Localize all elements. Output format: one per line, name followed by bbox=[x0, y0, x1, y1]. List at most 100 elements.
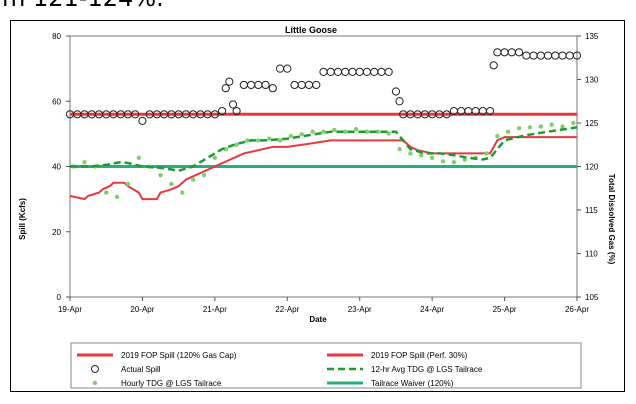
y-axis-label: Spill (Kcfs) bbox=[18, 198, 27, 240]
legend-swatch bbox=[92, 380, 98, 386]
series-hourly-tdg-point bbox=[429, 155, 435, 160]
series-hourly-tdg-point bbox=[386, 131, 391, 136]
series-actual-spill-point bbox=[391, 87, 401, 96]
series-hourly-tdg-point bbox=[180, 190, 185, 195]
series-hourly-tdg-point bbox=[82, 159, 87, 165]
x-tick-label: 26-Apr bbox=[565, 305, 589, 314]
series-actual-spill-point bbox=[333, 67, 343, 76]
series-hourly-tdg-point bbox=[375, 129, 381, 134]
series-hourly-tdg-point bbox=[419, 152, 424, 158]
x-tick-label: 20-Apr bbox=[130, 305, 154, 314]
y-tick-label: 40 bbox=[52, 163, 61, 172]
x-tick-label: 19-Apr bbox=[58, 305, 82, 314]
series-actual-spill-point bbox=[138, 116, 147, 125]
x-tick-label: 22-Apr bbox=[275, 305, 299, 314]
series-actual-spill-point bbox=[261, 80, 270, 90]
series-actual-spill-point bbox=[290, 80, 299, 90]
y2-axis-label: Total Dissolved Gas (%) bbox=[607, 174, 616, 265]
series-hourly-tdg-point bbox=[266, 136, 272, 141]
y2-tick-label: 115 bbox=[585, 206, 598, 215]
series-hourly-tdg-point bbox=[277, 138, 283, 143]
series-hourly-tdg-point bbox=[169, 181, 174, 187]
y-tick-label: 0 bbox=[57, 293, 62, 302]
series-actual-spill-point bbox=[529, 51, 538, 60]
series-hourly-tdg-point bbox=[364, 129, 370, 134]
chart-frame: Little Goose Spill (Kcfs) Total Dissolve… bbox=[10, 20, 625, 392]
series-hourly-tdg-point bbox=[571, 120, 576, 126]
series-actual-spill-point bbox=[218, 106, 227, 116]
series-hourly-tdg-point bbox=[505, 129, 511, 134]
series-actual-spill-point bbox=[304, 80, 314, 90]
x-tick-label: 24-Apr bbox=[420, 305, 444, 314]
x-tick-label: 21-Apr bbox=[203, 305, 227, 314]
series-actual-spill-point bbox=[543, 51, 553, 60]
series-actual-spill-point bbox=[489, 61, 498, 70]
series-hourly-tdg-point bbox=[495, 133, 500, 139]
series-actual-spill-point bbox=[254, 80, 263, 90]
series-actual-spill-point bbox=[297, 80, 306, 90]
x-axis-label: Date bbox=[309, 315, 327, 324]
series-actual-spill-point bbox=[370, 67, 379, 76]
series-hourly-tdg-point bbox=[310, 129, 315, 134]
series-hourly-tdg-point bbox=[256, 138, 261, 143]
x-tick-label: 23-Apr bbox=[348, 305, 372, 314]
series-hourly-tdg-point bbox=[158, 173, 163, 178]
series-actual-spill-point bbox=[536, 51, 545, 60]
series-actual-spill-point bbox=[355, 67, 364, 76]
series-hourly-tdg-point bbox=[245, 138, 250, 143]
y2-tick-label: 110 bbox=[585, 250, 598, 259]
series-actual-spill-point bbox=[246, 80, 256, 90]
series-hourly-tdg-point bbox=[234, 142, 239, 147]
series-actual-spill-point bbox=[239, 80, 248, 90]
legend-label: Hourly TDG @ LGS Tailrace bbox=[121, 379, 222, 388]
y2-tick-label: 120 bbox=[585, 163, 599, 172]
series-actual-spill-point bbox=[326, 67, 335, 76]
series-actual-spill-point bbox=[210, 110, 219, 119]
series-hourly-tdg-point bbox=[299, 132, 304, 137]
chart-title: Little Goose bbox=[285, 25, 337, 35]
caption-text: m 121-124%. bbox=[2, 0, 164, 12]
series-hourly-tdg-point bbox=[321, 129, 326, 134]
chart: Little Goose Spill (Kcfs) Total Dissolve… bbox=[18, 25, 616, 389]
series-fop-gas-cap-line bbox=[69, 136, 577, 201]
legend-label: 2019 FOP Spill (Perf. 30%) bbox=[371, 351, 468, 360]
series-actual-spill-point bbox=[558, 51, 567, 60]
series-actual-spill-point bbox=[225, 77, 234, 86]
series-actual-spill-point bbox=[221, 84, 230, 93]
legend-label: Tailrace Waiver (120%) bbox=[371, 379, 454, 388]
series-actual-spill-point bbox=[312, 80, 321, 90]
caption-fragment: m 121-124%. bbox=[0, 0, 636, 40]
series-actual-spill-point bbox=[442, 110, 451, 119]
series-hourly-tdg-point bbox=[397, 146, 402, 152]
series-actual-spill-point bbox=[384, 67, 393, 76]
series-hourly-tdg-point bbox=[484, 151, 489, 156]
series-actual-spill-point bbox=[493, 48, 502, 57]
series-actual-spill-point bbox=[522, 51, 531, 60]
series-actual-spill-point bbox=[268, 84, 277, 93]
series-hourly-tdg-point bbox=[549, 122, 554, 127]
series-hourly-tdg-point bbox=[408, 151, 413, 156]
series-actual-spill-point bbox=[275, 64, 285, 73]
series-hourly-tdg-point bbox=[288, 133, 294, 139]
y-tick-label: 60 bbox=[52, 97, 61, 106]
series-actual-spill-point bbox=[500, 48, 509, 57]
series-actual-spill-point bbox=[514, 48, 524, 57]
series-actual-spill-point bbox=[319, 67, 328, 76]
series-actual-spill-point bbox=[283, 64, 292, 73]
series-actual-spill-point bbox=[232, 106, 241, 116]
y2-tick-label: 125 bbox=[585, 119, 599, 128]
series-actual-spill-point bbox=[228, 100, 238, 109]
y-tick-label: 20 bbox=[52, 228, 61, 237]
series-hourly-tdg-point bbox=[125, 181, 131, 187]
legend-swatch bbox=[91, 365, 99, 373]
series-actual-spill-point bbox=[565, 51, 574, 60]
series-hourly-tdg-point bbox=[212, 155, 218, 160]
x-tick-label: 25-Apr bbox=[493, 305, 517, 314]
series-hourly-tdg-point bbox=[560, 124, 565, 129]
series-actual-spill-point bbox=[131, 110, 140, 119]
series-actual-spill-point bbox=[341, 67, 350, 76]
series-hourly-tdg-point bbox=[201, 173, 207, 178]
series-actual-spill-point bbox=[362, 67, 372, 76]
series-actual-spill-point bbox=[395, 97, 404, 106]
series-hourly-tdg-point bbox=[136, 155, 142, 160]
